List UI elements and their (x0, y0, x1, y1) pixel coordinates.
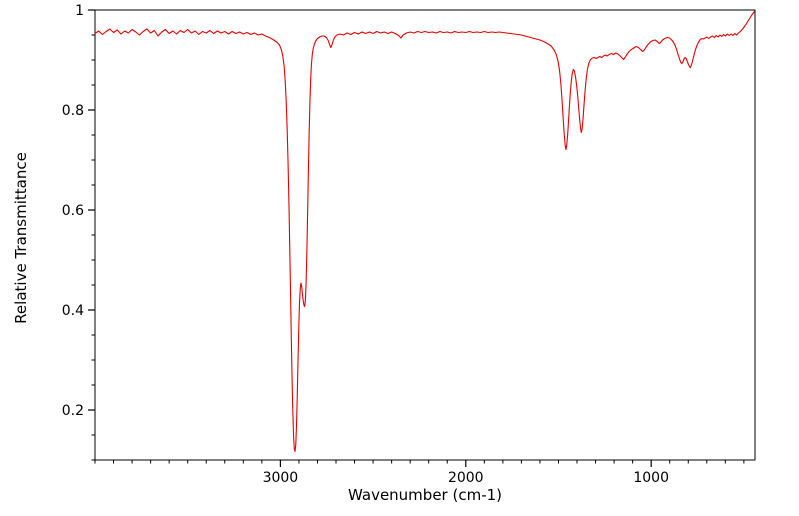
y-tick-label: 1 (75, 3, 84, 19)
x-tick-label: 1000 (633, 470, 669, 486)
y-tick-label: 0.6 (62, 203, 84, 219)
spectrum-line (94, 10, 755, 453)
y-axis-label: Relative Transmittance (12, 152, 30, 324)
plot-border (94, 9, 756, 461)
x-axis-label: Wavenumber (cm-1) (348, 486, 502, 504)
y-tick-label: 0.4 (62, 303, 84, 319)
x-axis-ticks: 3000 2000 1000 (94, 460, 745, 486)
x-tick-label: 2000 (448, 470, 484, 486)
y-axis-ticks: 0.2 0.4 0.6 0.8 1 (62, 3, 95, 461)
y-tick-label: 0.2 (62, 403, 84, 419)
x-tick-label: 3000 (263, 470, 299, 486)
y-tick-label: 0.8 (62, 103, 84, 119)
